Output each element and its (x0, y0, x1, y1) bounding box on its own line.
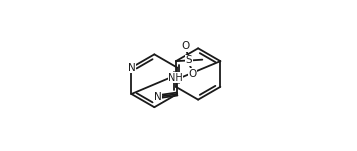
Text: O: O (188, 69, 197, 79)
Text: N: N (154, 92, 161, 102)
Text: N: N (127, 63, 135, 73)
Text: S: S (185, 55, 192, 65)
Text: NH: NH (168, 73, 183, 83)
Text: O: O (182, 41, 190, 51)
